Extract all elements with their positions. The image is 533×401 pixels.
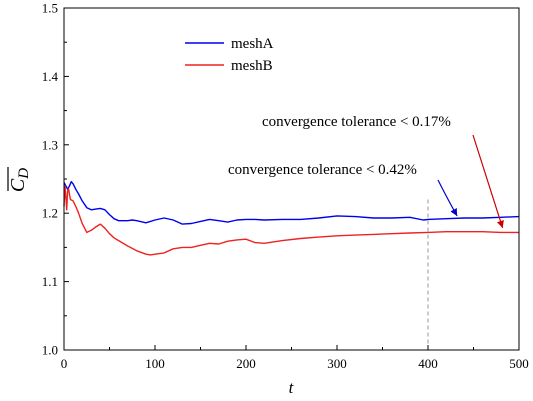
series-layer: [63, 180, 520, 256]
annotation-text-017: convergence tolerance < 0.17%: [262, 114, 451, 130]
plot-frame: [63, 7, 520, 351]
y-tick-label: 1.3: [42, 137, 58, 152]
y-tick-label: 1.0: [42, 343, 58, 358]
legend-item-meshB: meshB: [185, 58, 273, 74]
annotation-042: convergence tolerance < 0.42%: [228, 162, 458, 217]
x-tick-label: 100: [145, 356, 165, 371]
x-axis: 0 100 200 300 400 500: [61, 345, 529, 371]
y-axis-label: CD: [7, 167, 32, 192]
x-tick-label: 300: [327, 356, 347, 371]
legend-label-meshA: meshA: [231, 36, 274, 52]
series-line-meshB: [63, 185, 519, 256]
y-tick-label: 1.1: [42, 274, 58, 289]
y-tick-label: 1.4: [42, 69, 59, 84]
legend-label-meshB: meshB: [231, 58, 273, 74]
y-tick-label: 1.5: [42, 1, 58, 16]
series-line-meshA: [63, 180, 520, 225]
legend-item-meshA: meshA: [185, 36, 274, 52]
y-axis: 1.0 1.1 1.2 1.3 1.4 1.5: [42, 1, 69, 358]
y-tick-label: 1.2: [42, 206, 58, 221]
x-tick-label: 200: [236, 356, 256, 371]
x-tick-label: 400: [418, 356, 438, 371]
x-tick-label: 500: [509, 356, 529, 371]
legend: meshA meshB: [185, 36, 274, 74]
x-tick-label: 0: [61, 356, 68, 371]
x-axis-label: t: [289, 378, 295, 397]
annotation-arrow-017: [472, 134, 504, 229]
annotation-arrow-042: [437, 179, 458, 217]
annotation-017: convergence tolerance < 0.17%: [262, 114, 504, 229]
svg-text:CD: CD: [7, 168, 32, 192]
annotation-text-042: convergence tolerance < 0.42%: [228, 162, 417, 178]
